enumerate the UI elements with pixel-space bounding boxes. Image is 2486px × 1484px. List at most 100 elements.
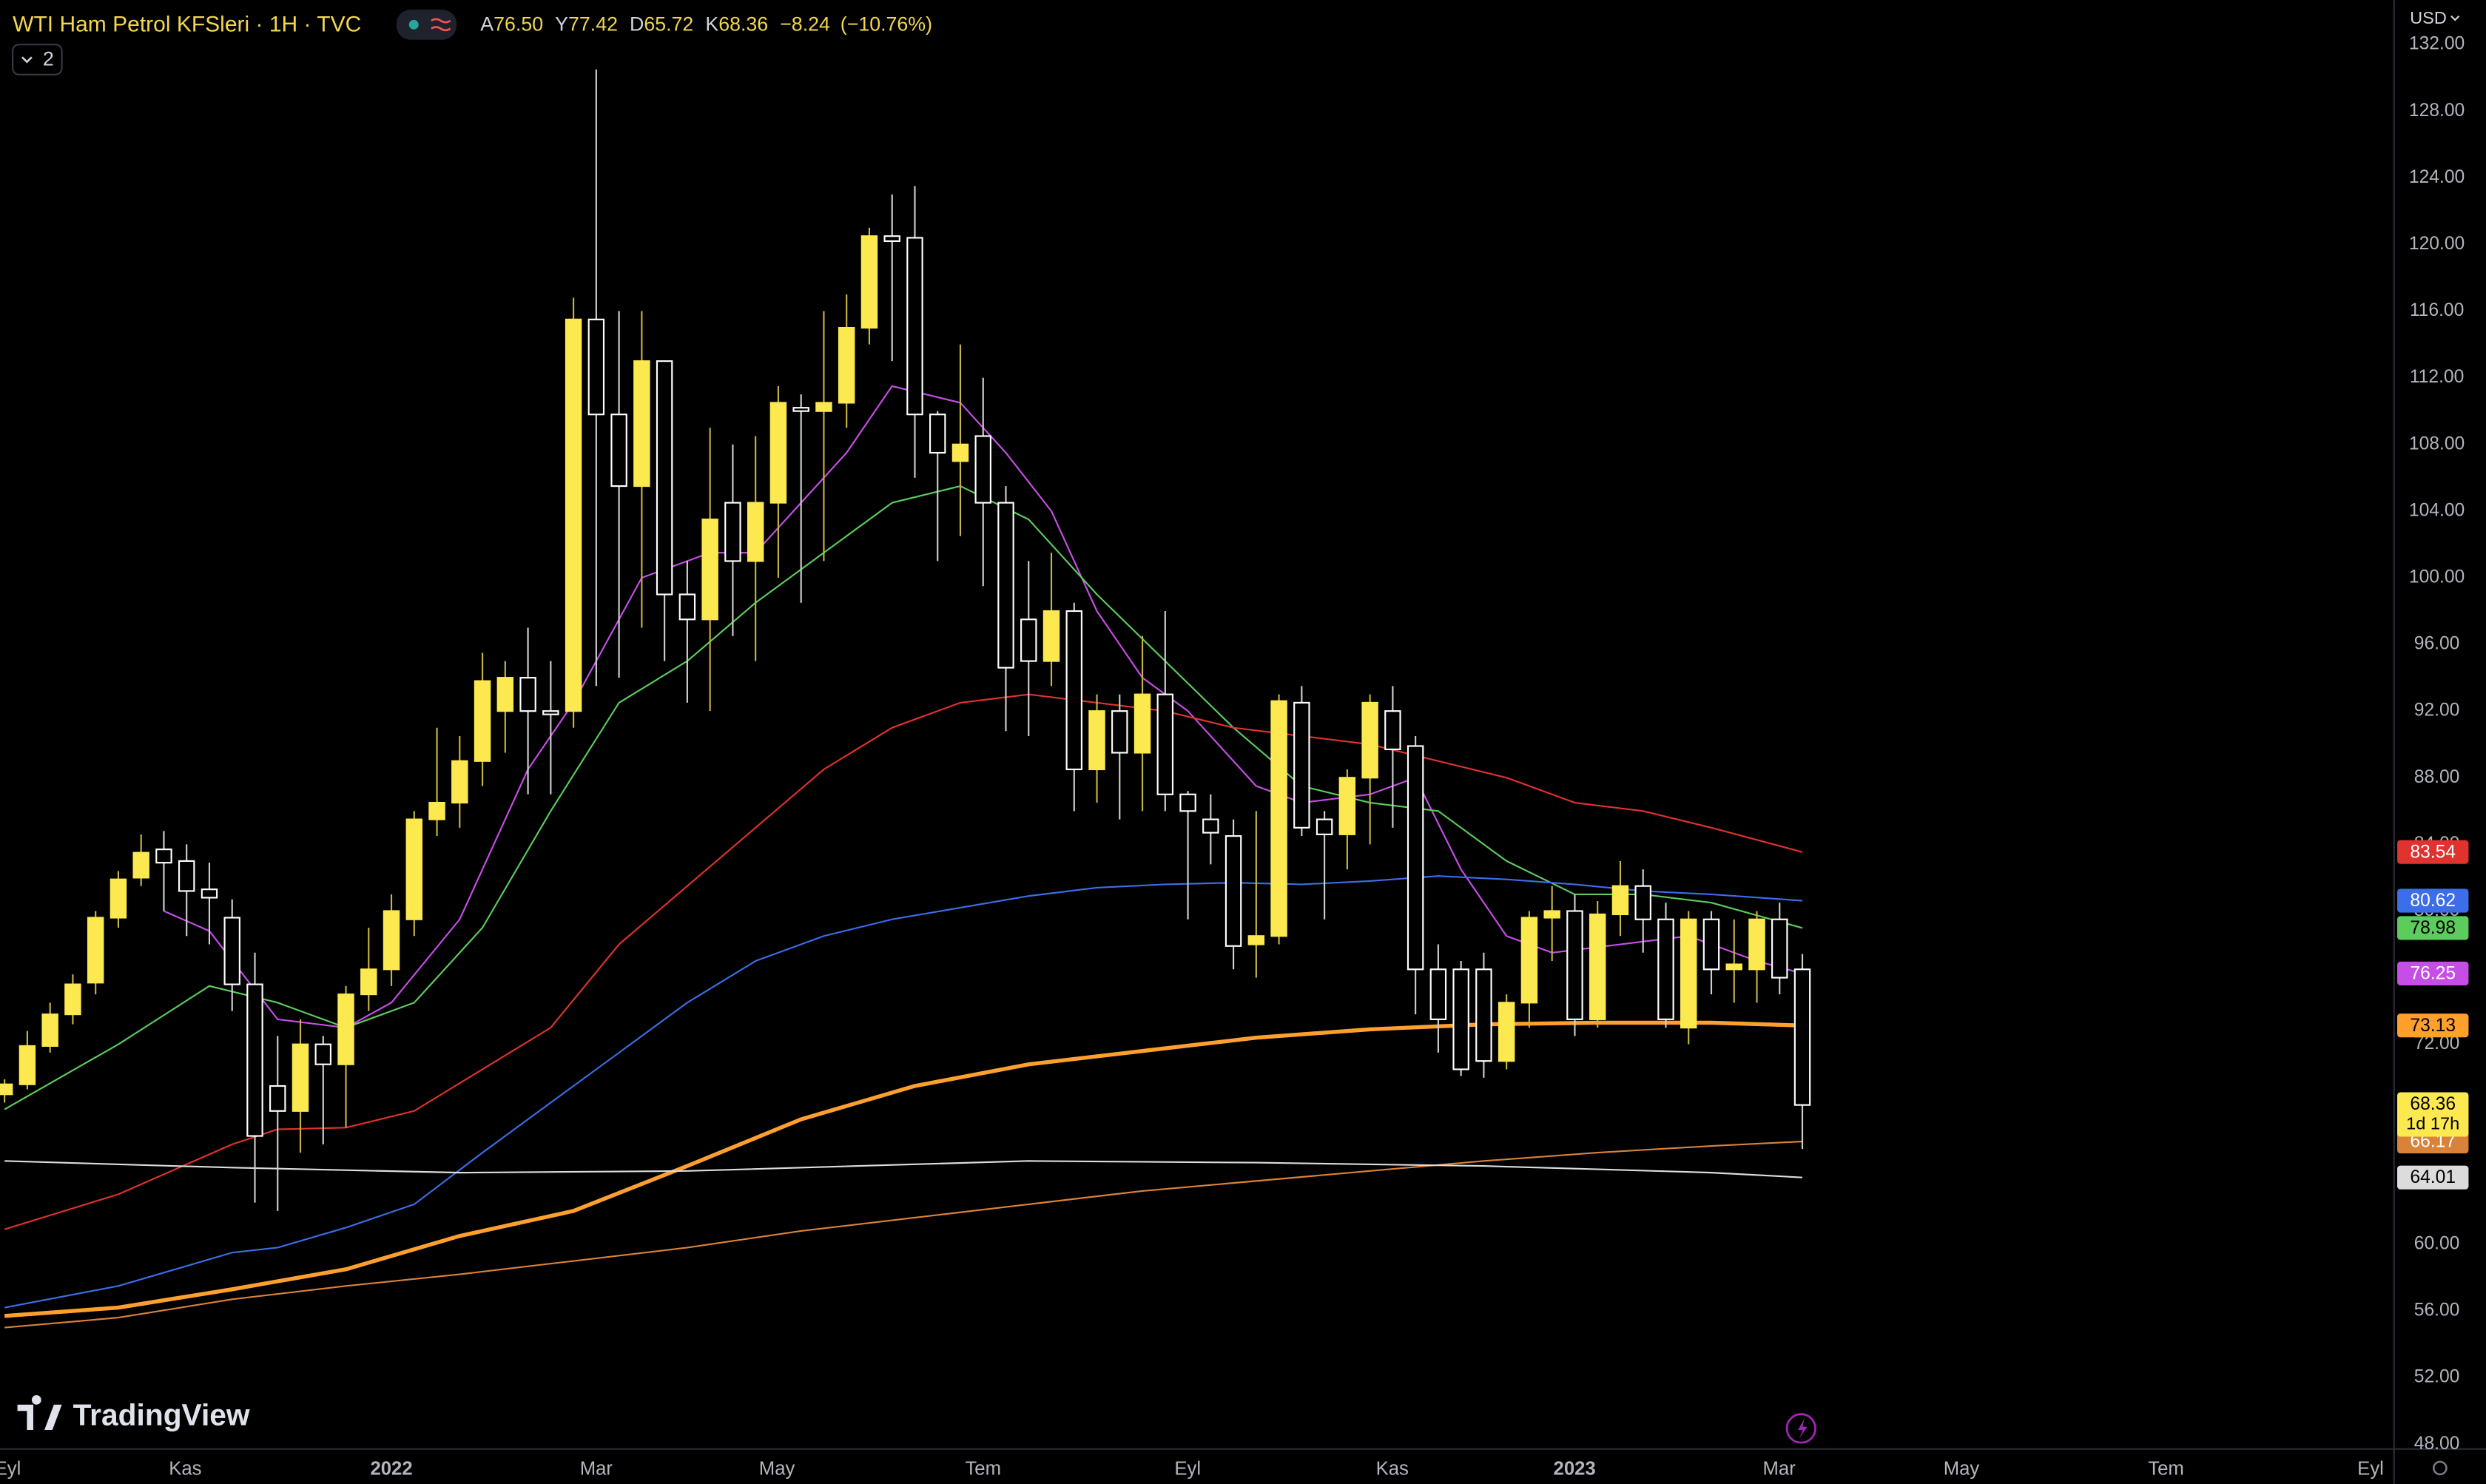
candle-body	[519, 677, 536, 712]
price-tag	[2397, 961, 2469, 986]
moving-average-line	[4, 693, 1803, 1230]
y-tick-label: 88.00	[2414, 767, 2460, 787]
x-tick-label: 2023	[1554, 1458, 1596, 1479]
candle-body	[792, 407, 809, 412]
legend-toggle[interactable]	[396, 10, 457, 40]
price-tag	[2397, 1165, 2469, 1190]
candle-body	[1475, 968, 1492, 1062]
moving-average-line	[4, 1020, 1803, 1318]
candle-body	[929, 414, 946, 454]
currency-bg	[2397, 3, 2483, 36]
candle-body	[883, 235, 900, 243]
candle-body	[1725, 963, 1742, 971]
chart-title: WTI Ham Petrol KFSleri · 1H · TVC	[13, 12, 361, 36]
x-tick-label: Eyl	[2357, 1458, 2384, 1479]
y-tick-label: 104.00	[2409, 500, 2465, 520]
candle-body	[337, 994, 354, 1065]
ohlc-key: D	[630, 13, 644, 36]
price-axis-bg	[2394, 0, 2486, 1484]
candle-body	[314, 1043, 331, 1065]
ohlc-key: Y	[555, 13, 568, 36]
candle-body	[110, 878, 127, 919]
y-tick-label: 100.00	[2409, 567, 2465, 587]
candle-body	[1133, 693, 1151, 754]
candle-body	[1543, 910, 1560, 919]
candles-layer	[0, 69, 1811, 1211]
change: −8.24	[780, 13, 830, 36]
candle-body	[747, 502, 764, 562]
currency[interactable]: USD	[2410, 8, 2447, 27]
candle-body	[132, 851, 149, 879]
candle-body	[769, 402, 787, 504]
moving-average-line	[164, 385, 1803, 1029]
candle-body	[633, 360, 650, 488]
candle-body	[1771, 918, 1788, 979]
candle-body	[405, 818, 423, 920]
x-tick-label: Kas	[1376, 1458, 1409, 1479]
candle-body	[1407, 745, 1424, 971]
candle-body	[1065, 610, 1082, 771]
button-frame	[12, 44, 63, 75]
ohlc-legend: A76.50 Y77.42 D65.72 K68.36 −8.24 (−10.7…	[480, 13, 932, 36]
candle-body	[0, 1083, 13, 1096]
candle-body	[1452, 968, 1469, 1070]
price-tag-label: 64.01	[2410, 1167, 2456, 1187]
lightning-icon	[1798, 1419, 1808, 1438]
candle-body	[542, 710, 559, 715]
candle-body	[1748, 918, 1765, 971]
x-tick-label: Mar	[1763, 1458, 1796, 1479]
candle-body	[1225, 835, 1242, 947]
brand-logo: TradingView	[17, 1394, 250, 1432]
moving-average-line	[4, 485, 1803, 1110]
candle-body	[565, 318, 582, 712]
x-tick-label: Tem	[965, 1458, 1001, 1479]
currency-chevron	[2450, 15, 2460, 21]
ohlc-key: K	[705, 13, 718, 36]
candle-body	[1384, 710, 1401, 751]
bar-countdown: 1d 17h	[2406, 1114, 2459, 1133]
candle-body	[41, 1013, 58, 1047]
ohlc-value: 77.42	[568, 13, 618, 36]
y-tick-label: 116.00	[2410, 300, 2465, 320]
x-tick-label: Eyl	[0, 1458, 21, 1479]
ohlc-key: A	[480, 13, 494, 36]
y-tick-label: 56.00	[2414, 1301, 2460, 1321]
y-tick-label: 128.00	[2409, 101, 2465, 121]
candle-body	[906, 237, 923, 416]
settings-button[interactable]	[2433, 1460, 2448, 1476]
candle-body	[383, 910, 400, 971]
candle-body	[428, 801, 445, 820]
candle-body	[246, 983, 263, 1137]
candle-body	[1611, 885, 1629, 916]
x-tick-label: 2022	[370, 1458, 412, 1479]
ohlc-value: 68.36	[718, 13, 768, 36]
candle-body	[201, 888, 218, 899]
candle-body	[87, 917, 104, 984]
candle-body	[1361, 701, 1378, 779]
candle-body	[1793, 968, 1811, 1106]
indicators-button[interactable]: 2	[12, 44, 63, 75]
price-tag	[2397, 888, 2469, 913]
candle-body	[1657, 918, 1674, 1020]
price-tag	[2397, 1013, 2469, 1038]
candle-body	[701, 519, 718, 621]
candle-body	[587, 318, 605, 416]
candle-body	[1634, 885, 1651, 920]
candle-body	[1520, 917, 1538, 1004]
replay-button[interactable]	[1785, 1413, 1816, 1444]
candle-body	[997, 502, 1014, 669]
gear-icon	[2433, 1460, 2448, 1476]
candle-body	[451, 760, 468, 804]
candle-body	[1702, 918, 1720, 971]
price-tag-label: 73.13	[2410, 1016, 2456, 1036]
wave-icon	[431, 18, 451, 32]
last-price-tag	[2397, 1092, 2469, 1137]
ohlc-value: 76.50	[494, 13, 543, 36]
candle-body	[64, 983, 81, 1016]
toggle-bg	[396, 10, 457, 40]
y-tick-label: 52.00	[2414, 1367, 2460, 1387]
candle-body	[1111, 710, 1128, 754]
